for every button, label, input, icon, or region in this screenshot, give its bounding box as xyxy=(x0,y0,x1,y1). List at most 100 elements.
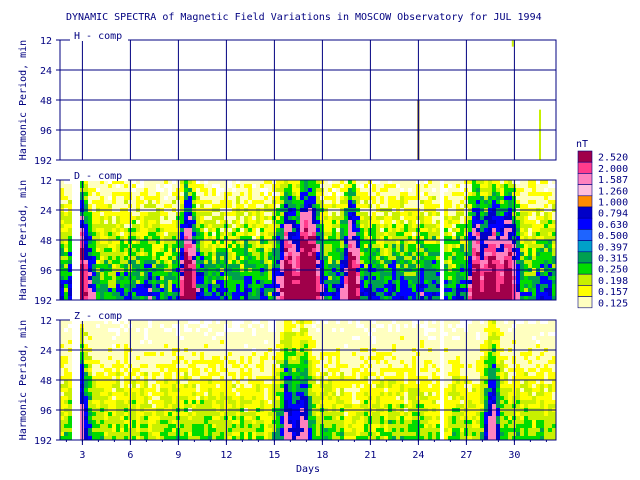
spectrum-cell xyxy=(460,200,464,204)
spectrum-cell xyxy=(60,356,64,360)
spectrum-cell xyxy=(64,248,68,252)
spectrum-cell xyxy=(300,296,304,300)
spectrum-cell xyxy=(480,296,484,300)
spectrum-cell xyxy=(100,432,104,436)
spectrum-cell xyxy=(168,376,172,380)
spectrum-cell xyxy=(548,236,552,240)
spectrum-cell xyxy=(200,236,204,240)
spectrum-cell xyxy=(292,280,296,284)
spectrum-cell xyxy=(364,296,368,300)
spectrum-cell xyxy=(148,260,152,264)
spectrum-cell xyxy=(540,248,544,252)
spectrum-cell xyxy=(140,388,144,392)
spectrum-cell xyxy=(168,200,172,204)
spectrum-cell xyxy=(256,180,260,184)
spectrum-cell xyxy=(212,372,216,376)
spectrum-cell xyxy=(336,200,340,204)
spectrum-cell xyxy=(168,272,172,276)
spectrum-cell xyxy=(280,252,284,256)
spectrum-cell xyxy=(396,204,400,208)
spectrum-cell xyxy=(168,392,172,396)
spectrum-cell xyxy=(100,216,104,220)
spectrum-cell xyxy=(348,264,352,268)
spectrum-cell xyxy=(132,232,136,236)
spectrum-cell xyxy=(492,292,496,296)
spectrum-cell xyxy=(172,236,176,240)
spectrum-cell xyxy=(68,396,72,400)
spectrum-cell xyxy=(204,368,208,372)
spectrum-cell xyxy=(424,192,428,196)
spectrum-cell xyxy=(64,232,68,236)
spectrum-cell xyxy=(204,392,208,396)
spectrum-cell xyxy=(112,324,116,328)
spectrum-cell xyxy=(484,284,488,288)
y-tick-label: 192 xyxy=(34,156,52,167)
spectrum-cell xyxy=(412,260,416,264)
panel-label-background xyxy=(70,30,128,41)
spectrum-cell xyxy=(132,196,136,200)
spectrum-cell xyxy=(424,184,428,188)
spectrum-cell xyxy=(460,256,464,260)
spectrum-cell xyxy=(180,404,184,408)
spectrum-cell xyxy=(192,324,196,328)
spectrum-cell xyxy=(216,248,220,252)
spectrum-cell xyxy=(388,192,392,196)
spectrum-cell xyxy=(364,220,368,224)
spectrum-cell xyxy=(112,272,116,276)
spectrum-cell xyxy=(476,184,480,188)
spectrum-cell xyxy=(228,216,232,220)
spectrum-cell xyxy=(64,184,68,188)
spectrum-cell xyxy=(240,332,244,336)
spectrum-cell xyxy=(88,240,92,244)
spectrum-cell xyxy=(196,352,200,356)
spectrum-cell xyxy=(60,224,64,228)
spectrum-cell xyxy=(92,424,96,428)
spectrum-cell xyxy=(216,388,220,392)
spectrum-cell xyxy=(392,204,396,208)
spectrum-cell xyxy=(84,372,88,376)
spectrum-cell xyxy=(152,260,156,264)
spectrum-cell xyxy=(236,352,240,356)
spectrum-cell xyxy=(428,256,432,260)
spectrum-cell xyxy=(240,396,244,400)
spectrum-cell xyxy=(148,380,152,384)
spectrum-cell xyxy=(328,200,332,204)
spectrum-cell xyxy=(328,184,332,188)
spectrum-cell xyxy=(460,224,464,228)
spectrum-cell xyxy=(68,388,72,392)
spectrum-cell xyxy=(232,368,236,372)
spectrum-cell xyxy=(524,272,528,276)
spectrum-cell xyxy=(244,336,248,340)
spectrum-cell xyxy=(152,340,156,344)
spectrum-cell xyxy=(388,248,392,252)
spectrum-cell xyxy=(252,364,256,368)
spectrum-cell xyxy=(240,264,244,268)
spectrum-cell xyxy=(184,236,188,240)
spectrum-cell xyxy=(276,280,280,284)
spectrum-cell xyxy=(508,284,512,288)
spectrum-cell xyxy=(220,296,224,300)
spectrum-cell xyxy=(168,352,172,356)
spectrum-cell xyxy=(172,388,176,392)
spectrum-cell xyxy=(232,252,236,256)
spectrum-cell xyxy=(456,252,460,256)
spectrum-cell xyxy=(332,252,336,256)
spectrum-cell xyxy=(248,396,252,400)
spectrum-cell xyxy=(308,216,312,220)
spectrum-cell xyxy=(424,200,428,204)
spectrum-cell xyxy=(444,212,448,216)
spectrum-cell xyxy=(404,252,408,256)
spectrum-cell xyxy=(188,432,192,436)
spectrum-cell xyxy=(108,276,112,280)
spectrum-cell xyxy=(240,252,244,256)
spectrum-cell xyxy=(216,364,220,368)
spectrum-cell xyxy=(220,388,224,392)
spectrum-cell xyxy=(116,416,120,420)
spectrum-cell xyxy=(112,188,116,192)
spectrum-cell xyxy=(216,404,220,408)
spectrum-cell xyxy=(508,228,512,232)
spectrum-cell xyxy=(144,344,148,348)
spectrum-cell xyxy=(380,212,384,216)
spectrum-cell xyxy=(544,284,548,288)
spectrum-cell xyxy=(168,216,172,220)
